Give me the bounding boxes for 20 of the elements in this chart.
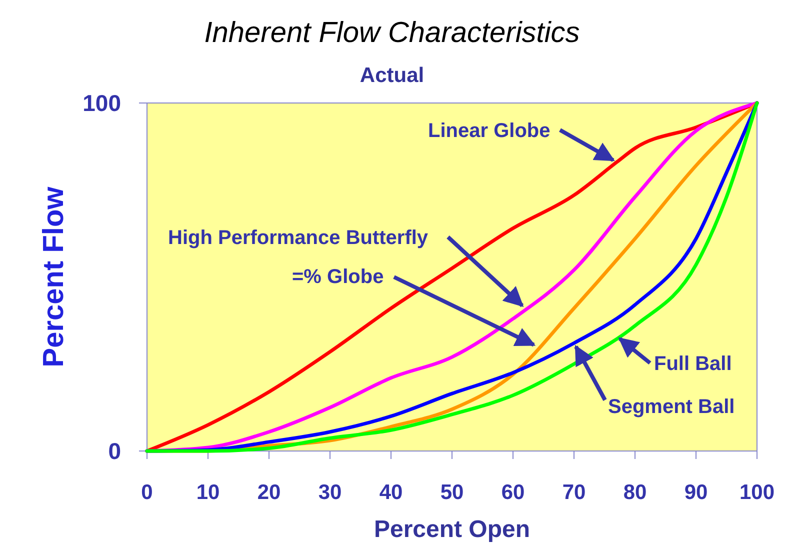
x-tick-label: 40 <box>379 481 403 504</box>
x-tick-label: 10 <box>196 481 220 504</box>
x-tick-label: 70 <box>562 481 586 504</box>
annotation: Full Ball <box>654 353 732 375</box>
x-tick-label: 0 <box>141 481 153 504</box>
x-tick-label: 80 <box>623 481 647 504</box>
annotation: Segment Ball <box>608 396 735 418</box>
x-tick-label: 20 <box>257 481 281 504</box>
annotation: =% Globe <box>292 266 384 288</box>
x-axis-title: Percent Open <box>374 516 530 543</box>
x-tick-label: 60 <box>501 481 525 504</box>
x-tick-label: 30 <box>318 481 342 504</box>
chart-subtitle: Actual <box>360 64 424 87</box>
x-tick-label: 50 <box>440 481 464 504</box>
x-tick-label: 100 <box>739 481 775 504</box>
annotation: High Performance Butterfly <box>168 227 429 249</box>
y-axis-title: Percent Flow <box>38 186 70 368</box>
annotation: Linear Globe <box>428 120 550 142</box>
x-tick-label: 90 <box>684 481 708 504</box>
chart-title: Inherent Flow Characteristics <box>204 17 580 49</box>
